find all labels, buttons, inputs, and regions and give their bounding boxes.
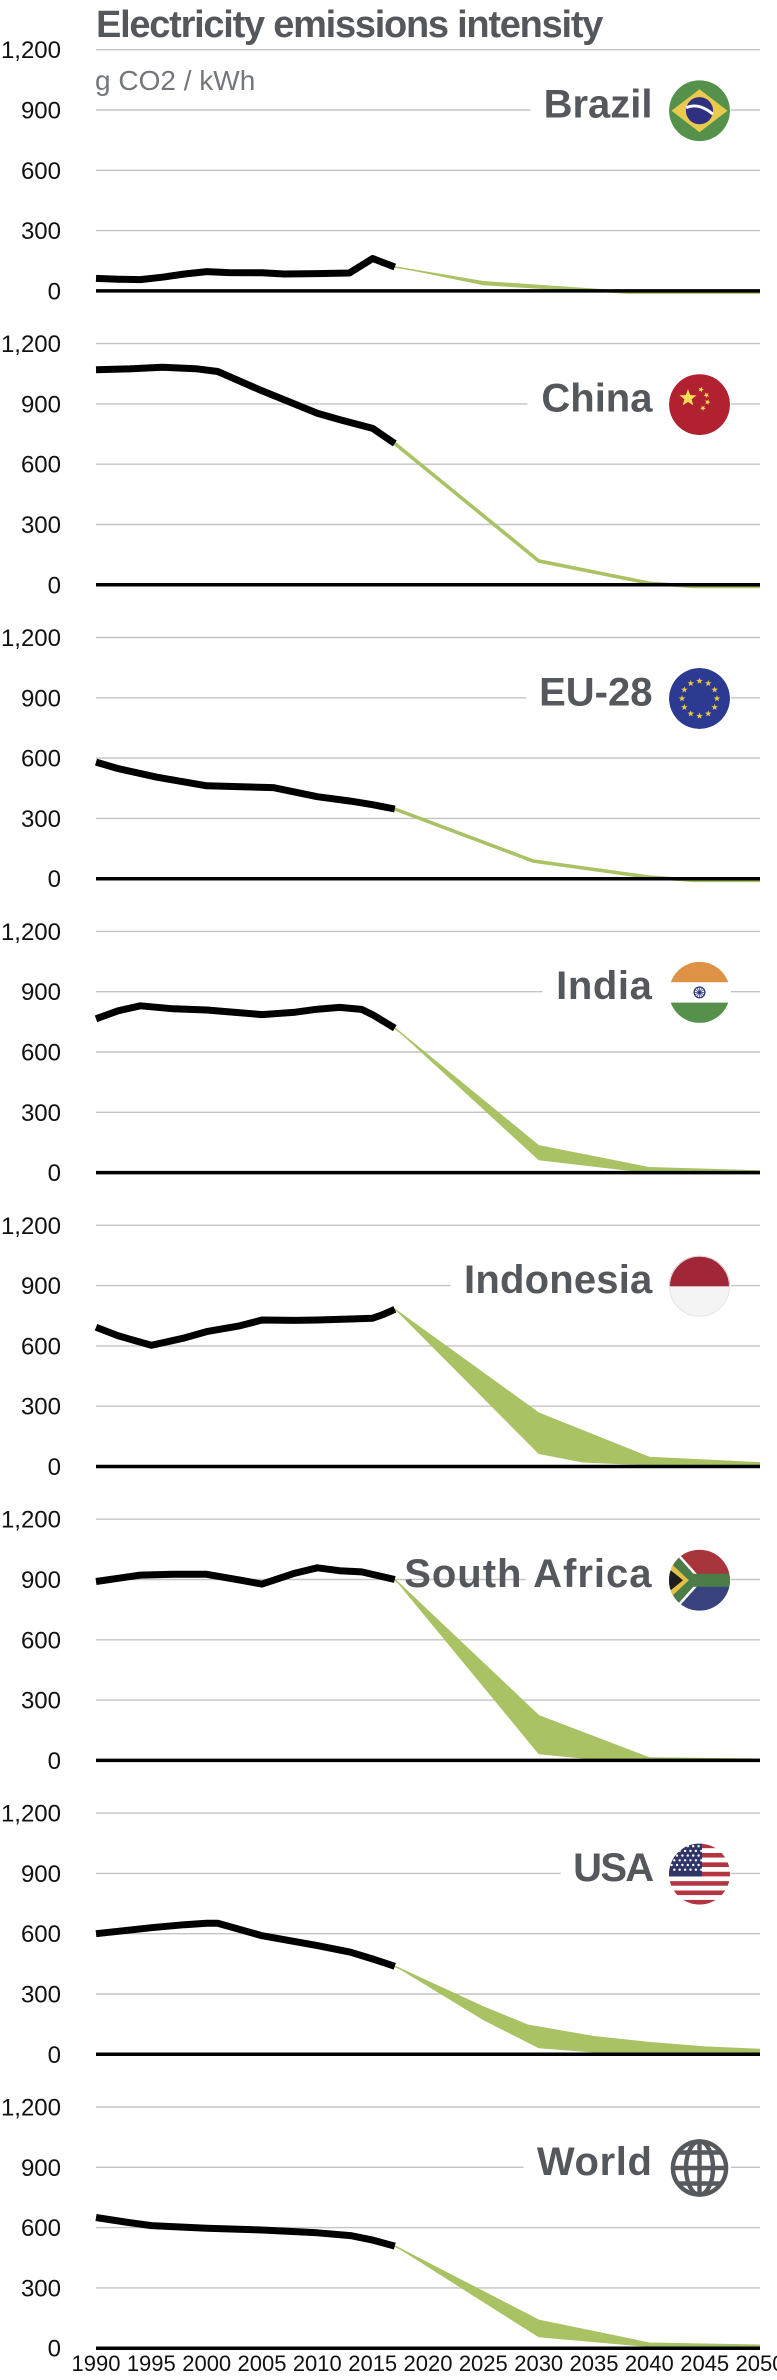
svg-text:0: 0 — [48, 866, 61, 893]
svg-text:600: 600 — [21, 1333, 61, 1360]
svg-text:300: 300 — [21, 1100, 61, 1127]
svg-text:1,200: 1,200 — [1, 625, 61, 652]
svg-text:1,200: 1,200 — [1, 1801, 61, 1828]
svg-text:900: 900 — [21, 1567, 61, 1594]
svg-text:South Africa: South Africa — [404, 1552, 652, 1596]
svg-text:2020: 2020 — [404, 2351, 453, 2376]
svg-text:China: China — [541, 376, 653, 420]
svg-text:g CO2 / kWh: g CO2 / kWh — [95, 65, 255, 96]
svg-text:600: 600 — [21, 2215, 61, 2242]
svg-text:2000: 2000 — [182, 2351, 231, 2376]
svg-text:2025: 2025 — [459, 2351, 508, 2376]
svg-text:900: 900 — [21, 979, 61, 1006]
svg-text:Electricity emissions intensit: Electricity emissions intensity — [96, 4, 603, 46]
svg-text:900: 900 — [21, 685, 61, 712]
svg-text:0: 0 — [48, 2336, 61, 2363]
svg-text:300: 300 — [21, 1688, 61, 1715]
svg-text:600: 600 — [21, 1921, 61, 1948]
svg-text:600: 600 — [21, 158, 61, 185]
svg-text:0: 0 — [48, 572, 61, 599]
svg-text:0: 0 — [48, 1160, 61, 1187]
svg-text:300: 300 — [21, 1982, 61, 2009]
svg-text:300: 300 — [21, 1394, 61, 1421]
svg-text:Brazil: Brazil — [544, 83, 653, 127]
svg-text:2010: 2010 — [293, 2351, 342, 2376]
svg-text:300: 300 — [21, 512, 61, 539]
svg-text:World: World — [537, 2140, 653, 2184]
svg-text:900: 900 — [21, 2155, 61, 2182]
svg-text:300: 300 — [21, 806, 61, 833]
svg-text:300: 300 — [21, 2275, 61, 2302]
svg-text:India: India — [556, 964, 652, 1008]
svg-text:Indonesia: Indonesia — [464, 1258, 653, 1302]
svg-text:600: 600 — [21, 1627, 61, 1654]
svg-text:300: 300 — [21, 218, 61, 245]
svg-text:0: 0 — [48, 2042, 61, 2069]
svg-text:2050: 2050 — [736, 2351, 777, 2376]
svg-text:900: 900 — [21, 1273, 61, 1300]
svg-text:0: 0 — [48, 278, 61, 305]
svg-text:2040: 2040 — [625, 2351, 674, 2376]
svg-text:1,200: 1,200 — [1, 1213, 61, 1240]
svg-text:1,200: 1,200 — [1, 1507, 61, 1534]
svg-text:1995: 1995 — [127, 2351, 176, 2376]
svg-text:600: 600 — [21, 1040, 61, 1067]
svg-text:1990: 1990 — [72, 2351, 121, 2376]
svg-text:2015: 2015 — [348, 2351, 397, 2376]
svg-text:2035: 2035 — [570, 2351, 619, 2376]
svg-text:1,200: 1,200 — [1, 919, 61, 946]
svg-text:1,200: 1,200 — [1, 331, 61, 358]
svg-text:2030: 2030 — [514, 2351, 563, 2376]
svg-text:900: 900 — [21, 1861, 61, 1888]
svg-text:0: 0 — [48, 1748, 61, 1775]
svg-text:900: 900 — [21, 391, 61, 418]
svg-text:2045: 2045 — [680, 2351, 729, 2376]
svg-text:USA: USA — [573, 1846, 653, 1890]
svg-text:900: 900 — [21, 98, 61, 125]
svg-text:600: 600 — [21, 452, 61, 479]
svg-text:1,200: 1,200 — [1, 37, 61, 64]
svg-text:1,200: 1,200 — [1, 2095, 61, 2122]
svg-text:EU-28: EU-28 — [539, 670, 652, 714]
svg-text:600: 600 — [21, 746, 61, 773]
svg-text:0: 0 — [48, 1454, 61, 1481]
svg-text:2005: 2005 — [238, 2351, 287, 2376]
